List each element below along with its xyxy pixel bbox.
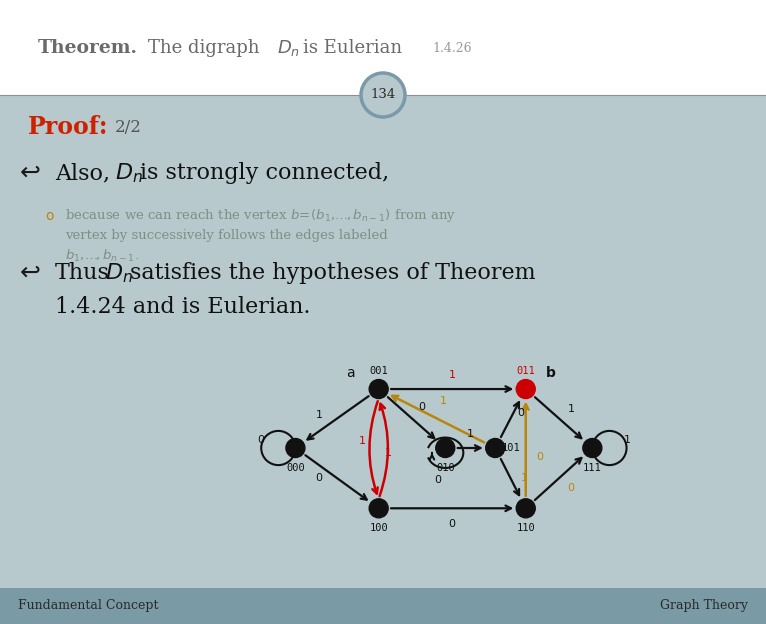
Text: o: o: [45, 209, 54, 223]
Text: 0: 0: [568, 483, 574, 493]
Text: 110: 110: [516, 524, 535, 534]
Text: 111: 111: [583, 463, 602, 473]
Text: a: a: [346, 366, 355, 380]
Text: vertex by successively follows the edges labeled: vertex by successively follows the edges…: [65, 230, 388, 243]
Text: 1: 1: [316, 409, 322, 419]
Text: 0: 0: [257, 435, 264, 445]
Text: is strongly connected,: is strongly connected,: [140, 162, 389, 184]
Text: 0: 0: [418, 401, 425, 411]
Text: 0: 0: [316, 473, 322, 483]
Text: $D_n$: $D_n$: [115, 161, 143, 185]
Text: Fundamental Concept: Fundamental Concept: [18, 600, 159, 613]
Text: 010: 010: [436, 463, 455, 473]
Text: Also,: Also,: [55, 162, 117, 184]
Text: 1: 1: [521, 473, 528, 483]
Circle shape: [361, 73, 405, 117]
Text: Proof:: Proof:: [28, 115, 109, 139]
Text: 1: 1: [568, 404, 574, 414]
Text: 0: 0: [434, 475, 440, 485]
Circle shape: [369, 499, 388, 518]
Text: 1: 1: [466, 429, 473, 439]
Text: ↩: ↩: [19, 161, 41, 185]
Text: 0: 0: [517, 407, 524, 417]
Text: $D_n$: $D_n$: [105, 261, 133, 285]
Text: 0: 0: [449, 519, 456, 529]
Text: because we can reach the vertex $b\!=\!(b_1,\!\ldots\!,b_{n-1})$ from any: because we can reach the vertex $b\!=\!(…: [65, 208, 456, 225]
Circle shape: [516, 379, 535, 399]
Text: 1.4.26: 1.4.26: [432, 42, 472, 54]
Text: Thus: Thus: [55, 262, 110, 284]
Text: 1: 1: [440, 396, 447, 406]
Circle shape: [486, 439, 505, 457]
Text: b: b: [546, 366, 555, 380]
Text: $b_1,\!\ldots\!,b_{n-1}.$: $b_1,\!\ldots\!,b_{n-1}.$: [65, 248, 139, 264]
Text: 134: 134: [371, 89, 395, 102]
Text: satisfies the hypotheses of Theorem: satisfies the hypotheses of Theorem: [130, 262, 535, 284]
Circle shape: [369, 379, 388, 399]
FancyBboxPatch shape: [0, 588, 766, 624]
Text: The digraph: The digraph: [148, 39, 260, 57]
Text: 011: 011: [516, 366, 535, 376]
Circle shape: [436, 439, 455, 457]
Text: 1: 1: [359, 436, 366, 446]
Text: 1: 1: [624, 435, 631, 445]
Text: Theorem.: Theorem.: [38, 39, 138, 57]
Circle shape: [583, 439, 602, 457]
Text: 1.4.24 and is Eulerian.: 1.4.24 and is Eulerian.: [55, 296, 310, 318]
Text: Graph Theory: Graph Theory: [660, 600, 748, 613]
Circle shape: [516, 499, 535, 518]
Text: 101: 101: [502, 443, 521, 453]
Text: 001: 001: [369, 366, 388, 376]
Text: $D_n$: $D_n$: [277, 38, 300, 58]
FancyBboxPatch shape: [0, 95, 766, 588]
Text: 000: 000: [286, 463, 305, 473]
Text: ↩: ↩: [19, 261, 41, 285]
Text: 100: 100: [369, 524, 388, 534]
Circle shape: [286, 439, 305, 457]
Text: 0: 0: [536, 452, 543, 462]
Text: 1: 1: [449, 370, 456, 380]
Text: is Eulerian: is Eulerian: [303, 39, 402, 57]
Text: 1: 1: [385, 447, 392, 457]
FancyBboxPatch shape: [0, 0, 766, 95]
Text: 2/2: 2/2: [115, 119, 142, 135]
